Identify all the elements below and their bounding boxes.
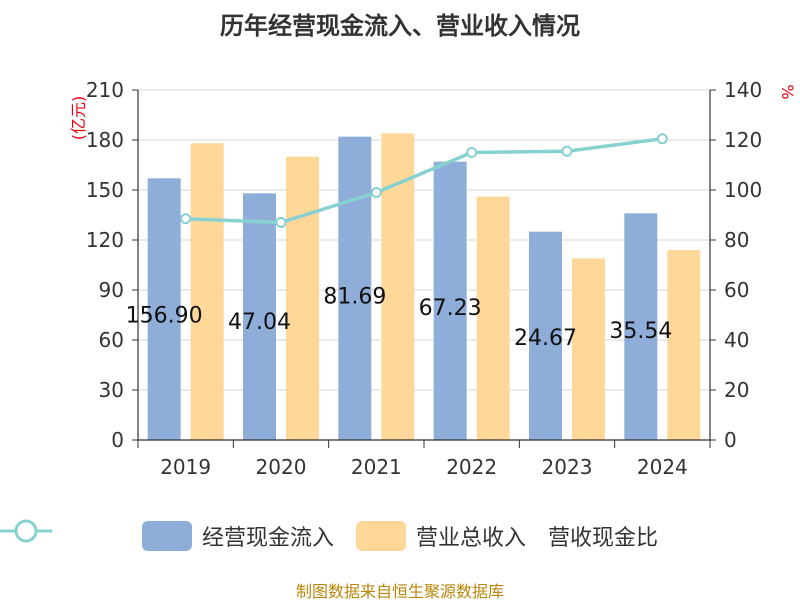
right-tick-label: 140 bbox=[724, 78, 762, 102]
source-note: 制图数据来自恒生聚源数据库 bbox=[295, 582, 504, 601]
ratio-polyline bbox=[185, 137, 663, 225]
right-tick-label: 60 bbox=[724, 278, 749, 302]
x-tick-label: 2023 bbox=[542, 455, 593, 479]
grid-lines bbox=[138, 89, 710, 391]
legend-item-cash-inflow[interactable]: 经营现金流入 bbox=[141, 520, 334, 552]
bar-revenue bbox=[572, 258, 605, 440]
right-tick-label: 20 bbox=[724, 378, 749, 402]
chart-svg: 0 30 60 90 120 150 180 210 0 20 40 60 80 100 120 140 (亿元… bbox=[69, 78, 797, 479]
data-label-cash-inflow: 47.04 bbox=[228, 310, 291, 335]
bar-revenue bbox=[667, 250, 701, 440]
left-axis-unit: (亿元) bbox=[69, 96, 88, 141]
bar-revenue bbox=[286, 156, 319, 440]
ratio-point bbox=[466, 147, 478, 158]
x-tick-label: 2022 bbox=[446, 455, 497, 479]
bar-cash-inflow bbox=[433, 161, 467, 440]
data-label-cash-inflow: 67.23 bbox=[419, 296, 482, 321]
bar-cash-inflow bbox=[529, 231, 562, 440]
chart-title: 历年经营现金流入、营业收入情况 bbox=[220, 12, 580, 40]
x-tick-label: 2020 bbox=[256, 455, 307, 479]
axes: 0 30 60 90 120 150 180 210 0 20 40 60 80 100 120 140 (亿元… bbox=[69, 78, 797, 479]
left-tick-label: 60 bbox=[99, 328, 124, 352]
legend-item-ratio[interactable]: 营收现金比 bbox=[0, 519, 659, 552]
x-tick-label: 2019 bbox=[160, 455, 211, 479]
legend-swatch-cash-inflow bbox=[141, 521, 192, 551]
legend-item-revenue[interactable]: 营业总收入 bbox=[355, 520, 526, 552]
legend-swatch-revenue bbox=[355, 521, 406, 551]
left-tick-label: 90 bbox=[99, 278, 124, 302]
right-tick-label: 80 bbox=[724, 228, 749, 252]
legend: 经营现金流入 营业总收入 营收现金比 bbox=[0, 516, 800, 556]
right-tick-label: 0 bbox=[724, 428, 737, 452]
data-label-cash-inflow: 35.54 bbox=[609, 319, 672, 344]
left-tick-label: 120 bbox=[86, 228, 124, 252]
data-label-cash-inflow: 81.69 bbox=[323, 285, 386, 310]
ratio-point bbox=[275, 217, 287, 228]
ratio-line bbox=[180, 133, 668, 228]
bar-revenue bbox=[476, 196, 510, 440]
bar-cash-inflow bbox=[243, 193, 276, 440]
ratio-point bbox=[370, 187, 382, 198]
bar-cash-inflow bbox=[338, 136, 372, 440]
legend-label-revenue: 营业总收入 bbox=[415, 526, 526, 551]
left-tick-label: 0 bbox=[111, 428, 124, 452]
x-tick-label: 2021 bbox=[351, 455, 402, 479]
right-axis-unit: % bbox=[778, 84, 797, 99]
legend-label-cash-inflow: 经营现金流入 bbox=[201, 526, 334, 551]
left-tick-label: 150 bbox=[86, 178, 124, 202]
x-tick-label: 2024 bbox=[637, 455, 688, 479]
left-tick-label: 180 bbox=[86, 128, 124, 152]
bar-cash-inflow bbox=[147, 178, 181, 441]
ratio-point bbox=[561, 145, 573, 157]
left-tick-label: 210 bbox=[86, 78, 124, 102]
bar-cash-inflow bbox=[624, 213, 658, 440]
ratio-point bbox=[180, 213, 192, 225]
data-label-cash-inflow: 156.90 bbox=[126, 303, 203, 328]
ratio-point bbox=[656, 133, 668, 145]
right-tick-label: 100 bbox=[724, 178, 762, 202]
left-tick-label: 30 bbox=[99, 378, 124, 402]
legend-label-ratio: 营收现金比 bbox=[548, 526, 659, 551]
right-tick-label: 40 bbox=[724, 328, 749, 352]
bar-revenue bbox=[190, 143, 224, 441]
bars bbox=[147, 133, 701, 441]
right-tick-label: 120 bbox=[724, 128, 762, 152]
data-label-cash-inflow: 24.67 bbox=[514, 326, 577, 351]
data-labels: 156.90 47.04 81.69 67.23 24.67 35.54 bbox=[126, 285, 673, 352]
legend-line-marker-icon bbox=[0, 519, 52, 543]
